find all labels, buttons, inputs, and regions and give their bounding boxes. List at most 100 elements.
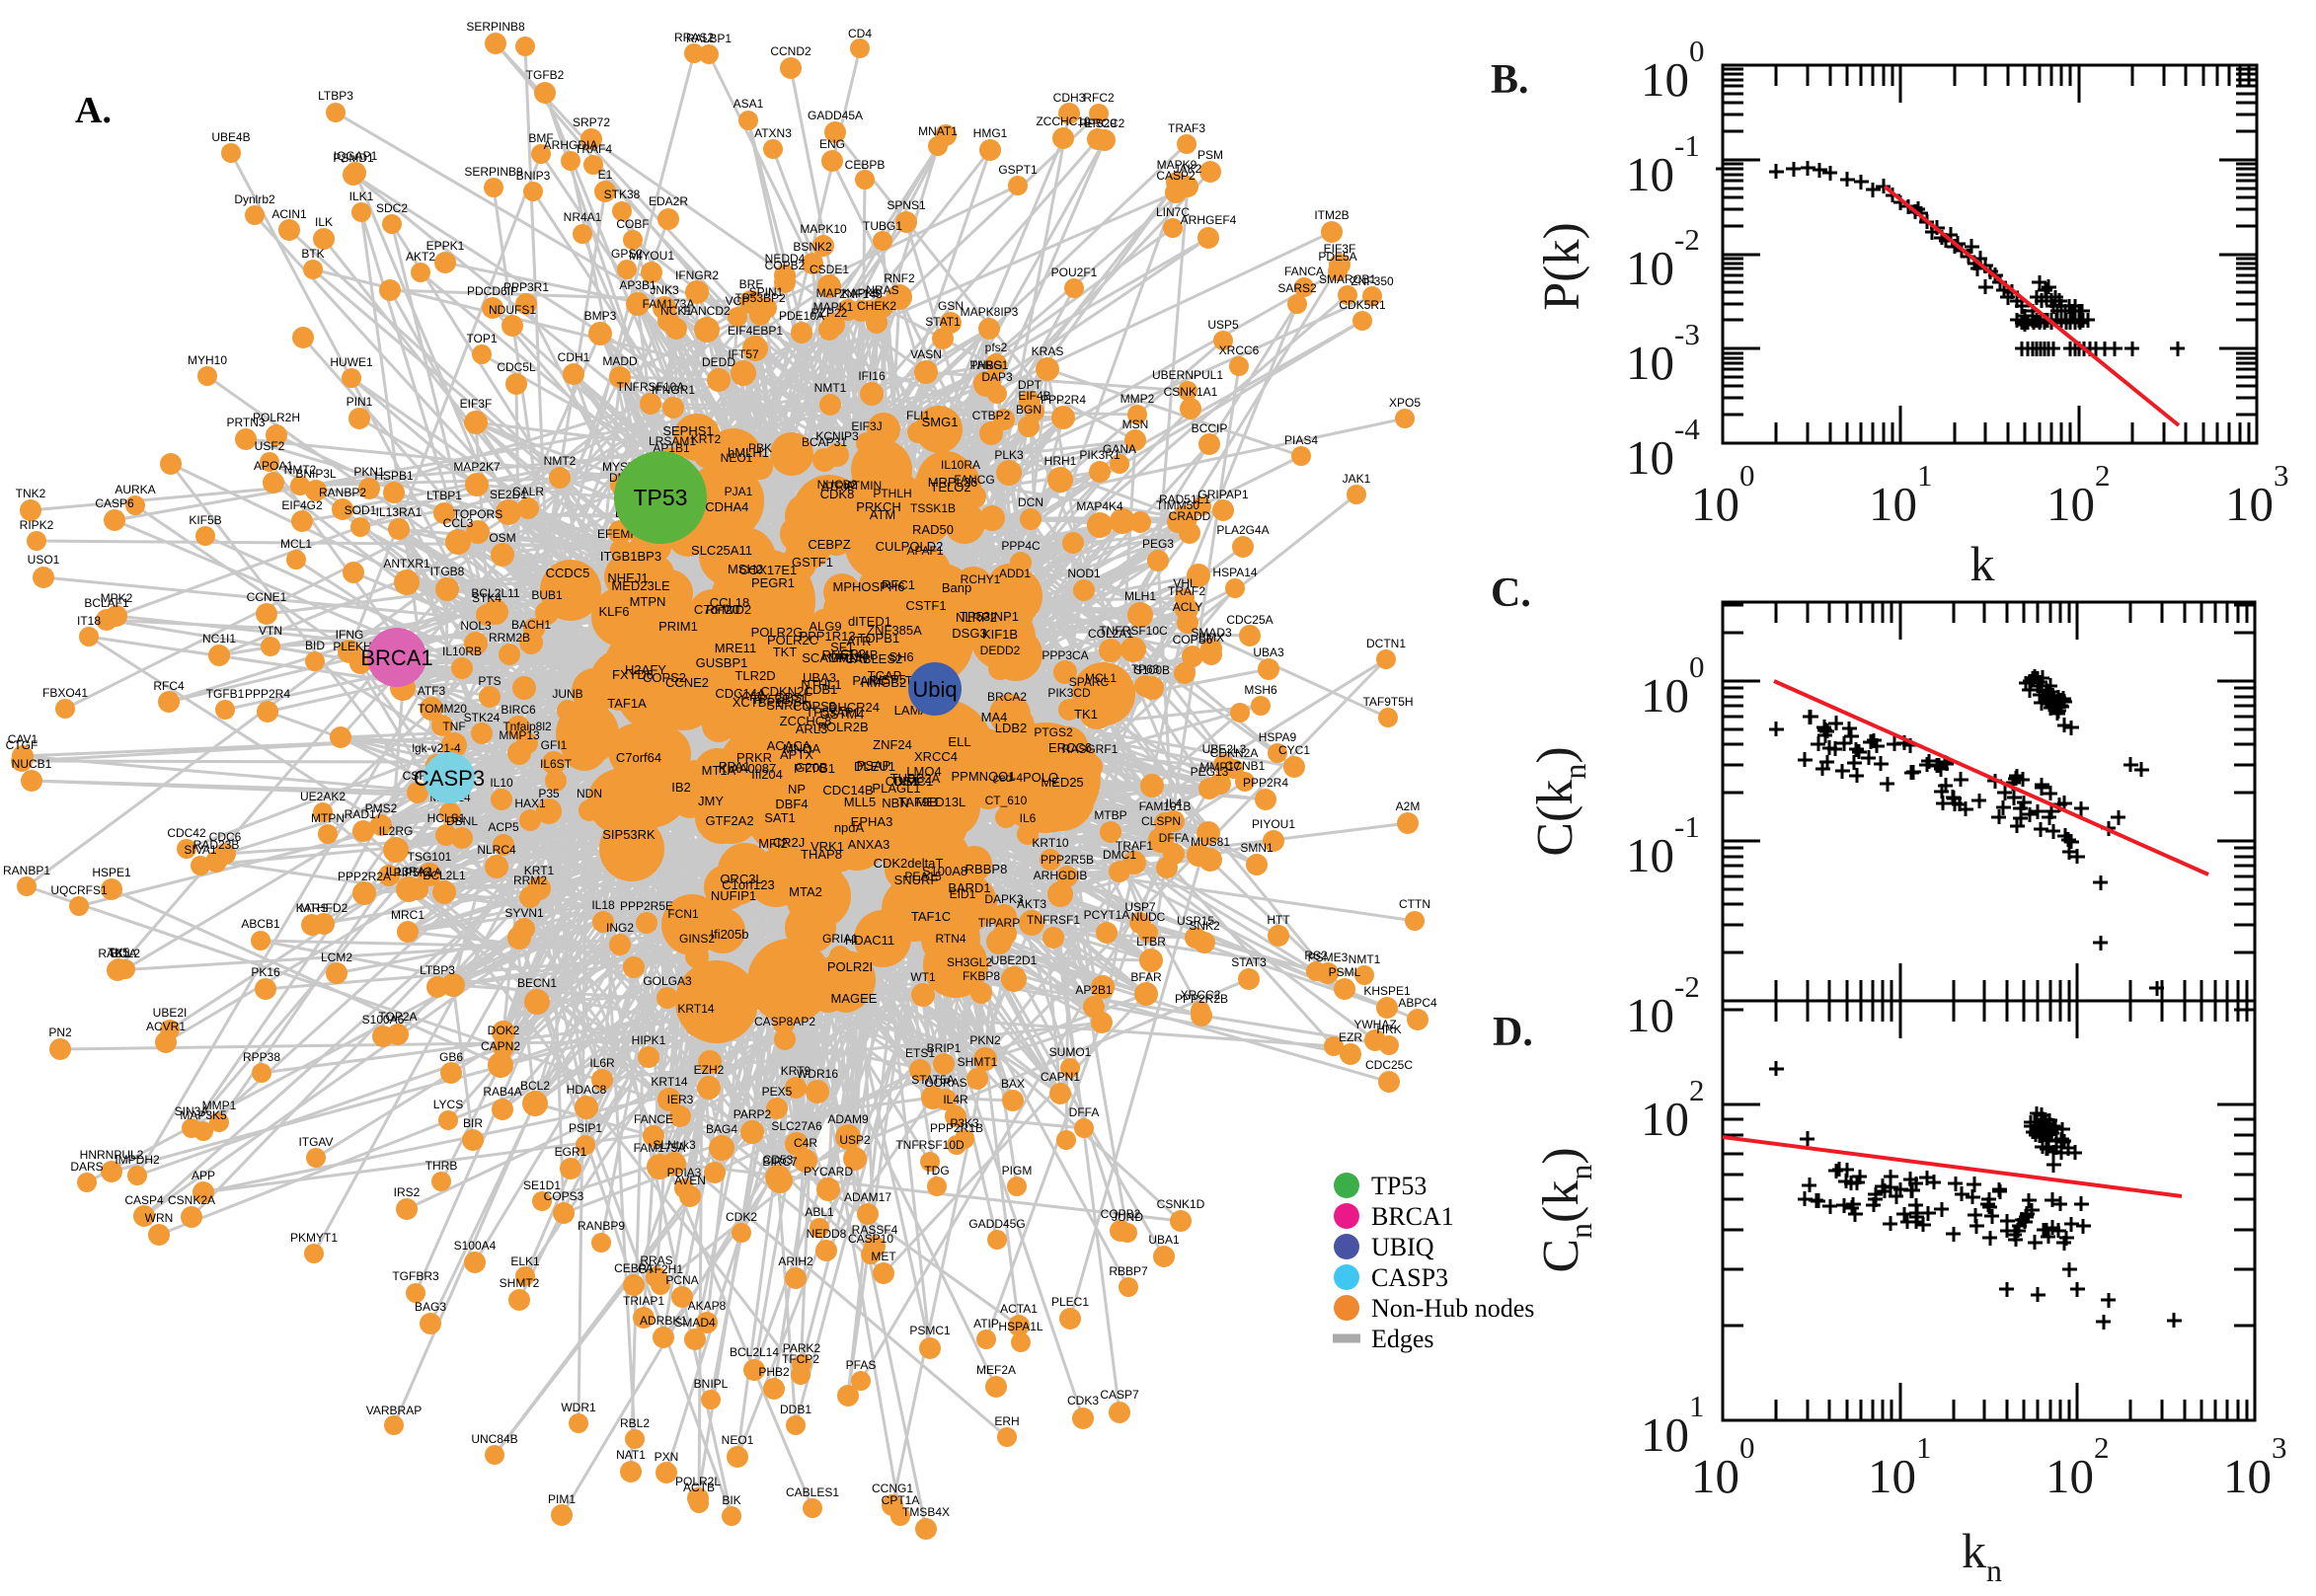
svg-text:MCL1: MCL1 — [280, 537, 312, 551]
svg-text:SERPINB8: SERPINB8 — [466, 20, 525, 34]
svg-text:PPP2R2A: PPP2R2A — [338, 870, 391, 883]
svg-text:TIMM50: TIMM50 — [1156, 498, 1199, 512]
svg-text:SDC2: SDC2 — [376, 201, 408, 215]
svg-text:CSNK1A1: CSNK1A1 — [1164, 385, 1218, 399]
svg-text:ILK: ILK — [315, 215, 333, 229]
svg-text:PLA2G4A: PLA2G4A — [1216, 523, 1269, 537]
svg-text:SIP53RK: SIP53RK — [602, 827, 656, 842]
svg-text:TRAF3: TRAF3 — [1168, 121, 1205, 135]
svg-text:IL10RA: IL10RA — [941, 458, 980, 472]
svg-text:BCL2L11: BCL2L11 — [471, 586, 519, 600]
svg-text:VASN: VASN — [910, 347, 942, 361]
svg-text:IFNGR1: IFNGR1 — [652, 383, 695, 397]
svg-text:IL18: IL18 — [591, 898, 615, 912]
svg-text:G20B: G20B — [795, 760, 827, 775]
svg-text:ITGB1BP3: ITGB1BP3 — [600, 549, 661, 564]
svg-text:Ifi204: Ifi204 — [751, 767, 783, 782]
svg-text:ACTA1: ACTA1 — [1000, 1302, 1038, 1316]
svg-text:CABLES1: CABLES1 — [786, 1485, 839, 1499]
svg-text:GADD45G: GADD45G — [968, 1217, 1025, 1231]
svg-text:RFC4: RFC4 — [153, 679, 185, 693]
svg-text:DCTN1: DCTN1 — [1366, 637, 1406, 650]
svg-text:PLK3: PLK3 — [994, 448, 1024, 462]
svg-text:BAG3: BAG3 — [415, 1300, 446, 1314]
svg-text:PIM1: PIM1 — [548, 1492, 576, 1506]
svg-text:TNFRSF1: TNFRSF1 — [1027, 913, 1080, 927]
svg-text:CDC42: CDC42 — [167, 826, 206, 840]
svg-text:IB2: IB2 — [671, 780, 691, 795]
svg-text:NAT1: NAT1 — [616, 1448, 646, 1462]
svg-text:CCNE1: CCNE1 — [247, 590, 287, 604]
svg-text:YWHAZ: YWHAZ — [1353, 1018, 1396, 1031]
svg-text:USO1: USO1 — [28, 553, 60, 567]
svg-text:SARS2: SARS2 — [1277, 281, 1317, 295]
svg-text:BID: BID — [305, 639, 325, 652]
svg-text:DBF4: DBF4 — [775, 797, 808, 811]
svg-text:UBA3: UBA3 — [1253, 646, 1284, 659]
svg-text:MMP2: MMP2 — [1120, 392, 1155, 406]
svg-text:NOD1: NOD1 — [1067, 567, 1101, 580]
svg-text:LMO4: LMO4 — [906, 764, 941, 779]
svg-text:APP: APP — [192, 1169, 215, 1182]
svg-text:RALBP1: RALBP1 — [686, 32, 732, 45]
svg-text:STAT3: STAT3 — [1231, 955, 1267, 969]
svg-text:COBF: COBF — [616, 217, 649, 231]
svg-text:BRCA2: BRCA2 — [987, 690, 1027, 704]
svg-text:NLRC4: NLRC4 — [477, 843, 516, 857]
svg-text:MLH1: MLH1 — [1124, 589, 1156, 603]
svg-text:BRCA1: BRCA1 — [360, 646, 432, 670]
svg-text:SMN1: SMN1 — [1240, 841, 1274, 855]
svg-text:YY1: YY1 — [738, 689, 763, 704]
svg-text:PRIM1: PRIM1 — [658, 619, 698, 634]
svg-text:GOLGA3: GOLGA3 — [643, 974, 692, 988]
svg-text:TSSK1B: TSSK1B — [910, 501, 956, 515]
svg-text:ARHGDIB: ARHGDIB — [1034, 869, 1088, 882]
svg-text:DAPK3: DAPK3 — [984, 892, 1024, 906]
svg-text:PSIP1: PSIP1 — [569, 1121, 602, 1135]
svg-text:CD4: CD4 — [848, 27, 872, 40]
svg-text:CDKN2A: CDKN2A — [1210, 746, 1259, 760]
svg-text:ARIH2: ARIH2 — [778, 1254, 813, 1268]
svg-text:NR4A1: NR4A1 — [564, 210, 602, 224]
svg-text:AVEN: AVEN — [674, 1174, 706, 1187]
svg-text:HMG1: HMG1 — [973, 126, 1008, 140]
svg-text:KCNIP3: KCNIP3 — [815, 429, 859, 443]
svg-text:MTA2: MTA2 — [789, 884, 822, 899]
svg-text:ITGB8: ITGB8 — [430, 565, 465, 578]
svg-text:NOL3: NOL3 — [460, 619, 492, 633]
svg-text:RBBP7: RBBP7 — [1109, 1264, 1148, 1278]
svg-text:MPK2: MPK2 — [101, 591, 133, 605]
svg-text:CSNK2A: CSNK2A — [168, 1193, 215, 1207]
svg-text:PLEC1: PLEC1 — [1051, 1295, 1089, 1309]
svg-text:IER3: IER3 — [667, 1093, 694, 1106]
svg-text:ANTXR1: ANTXR1 — [383, 557, 430, 570]
svg-text:THRB: THRB — [425, 1159, 458, 1173]
svg-text:CASP6: CASP6 — [95, 496, 134, 510]
svg-text:ORC3L: ORC3L — [720, 872, 762, 886]
svg-text:C.: C. — [1491, 570, 1531, 616]
svg-text:TOMM20: TOMM20 — [418, 702, 467, 716]
svg-text:EIF4G2: EIF4G2 — [281, 498, 323, 512]
svg-text:XRCC6: XRCC6 — [1219, 343, 1260, 357]
svg-text:DOK2: DOK2 — [488, 1024, 520, 1037]
svg-text:ADRBK1: ADRBK1 — [640, 1314, 687, 1328]
svg-text:GPS2: GPS2 — [611, 247, 643, 261]
svg-text:RASGRF1: RASGRF1 — [1062, 742, 1119, 756]
svg-text:ATIP: ATIP — [973, 1317, 999, 1330]
svg-text:TOP1: TOP1 — [466, 332, 497, 345]
svg-text:ADAM17: ADAM17 — [844, 1190, 891, 1204]
svg-text:C7orf64: C7orf64 — [616, 750, 661, 765]
svg-text:MAGEE: MAGEE — [831, 991, 878, 1006]
svg-text:MED23LE: MED23LE — [611, 578, 670, 593]
svg-text:ACVR1: ACVR1 — [146, 1020, 186, 1033]
svg-text:SHMT2: SHMT2 — [500, 1276, 540, 1290]
svg-text:RANBP2: RANBP2 — [319, 486, 366, 499]
svg-text:AKT2: AKT2 — [406, 250, 435, 264]
svg-text:PIK3R1: PIK3R1 — [1079, 448, 1120, 462]
svg-text:RBBP8: RBBP8 — [965, 862, 1008, 876]
svg-text:DAP3: DAP3 — [981, 370, 1013, 384]
svg-text:ABPC4: ABPC4 — [1398, 996, 1437, 1010]
svg-text:MET: MET — [871, 1250, 896, 1263]
svg-text:RRM2B: RRM2B — [489, 631, 530, 645]
svg-text:JUNB: JUNB — [552, 687, 582, 701]
